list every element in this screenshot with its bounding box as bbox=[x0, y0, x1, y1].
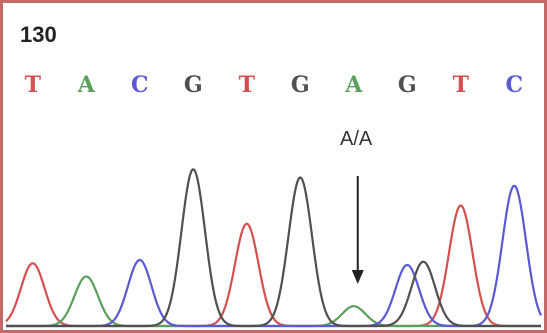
trace-C bbox=[5, 184, 543, 328]
base-call-letter: T bbox=[453, 72, 470, 98]
base-call-letter: T bbox=[239, 72, 256, 98]
trace-layer bbox=[5, 168, 543, 328]
annotation-arrow-group bbox=[351, 176, 364, 284]
base-call-letter: A bbox=[344, 72, 363, 98]
genotype-annotation-label: A/A bbox=[340, 128, 373, 150]
annotation-arrow-head bbox=[351, 270, 364, 284]
trace-T bbox=[5, 204, 542, 328]
base-call-letter: C bbox=[505, 72, 523, 98]
base-position-label: 130 bbox=[20, 22, 57, 47]
base-call-letter: A bbox=[77, 72, 96, 98]
base-call-letter: G bbox=[291, 72, 310, 98]
base-call-letter: G bbox=[184, 72, 203, 98]
base-call-letter: C bbox=[131, 72, 149, 98]
base-call-letter: G bbox=[398, 72, 417, 98]
trace-G bbox=[5, 168, 542, 328]
base-call-letter: T bbox=[25, 72, 42, 98]
